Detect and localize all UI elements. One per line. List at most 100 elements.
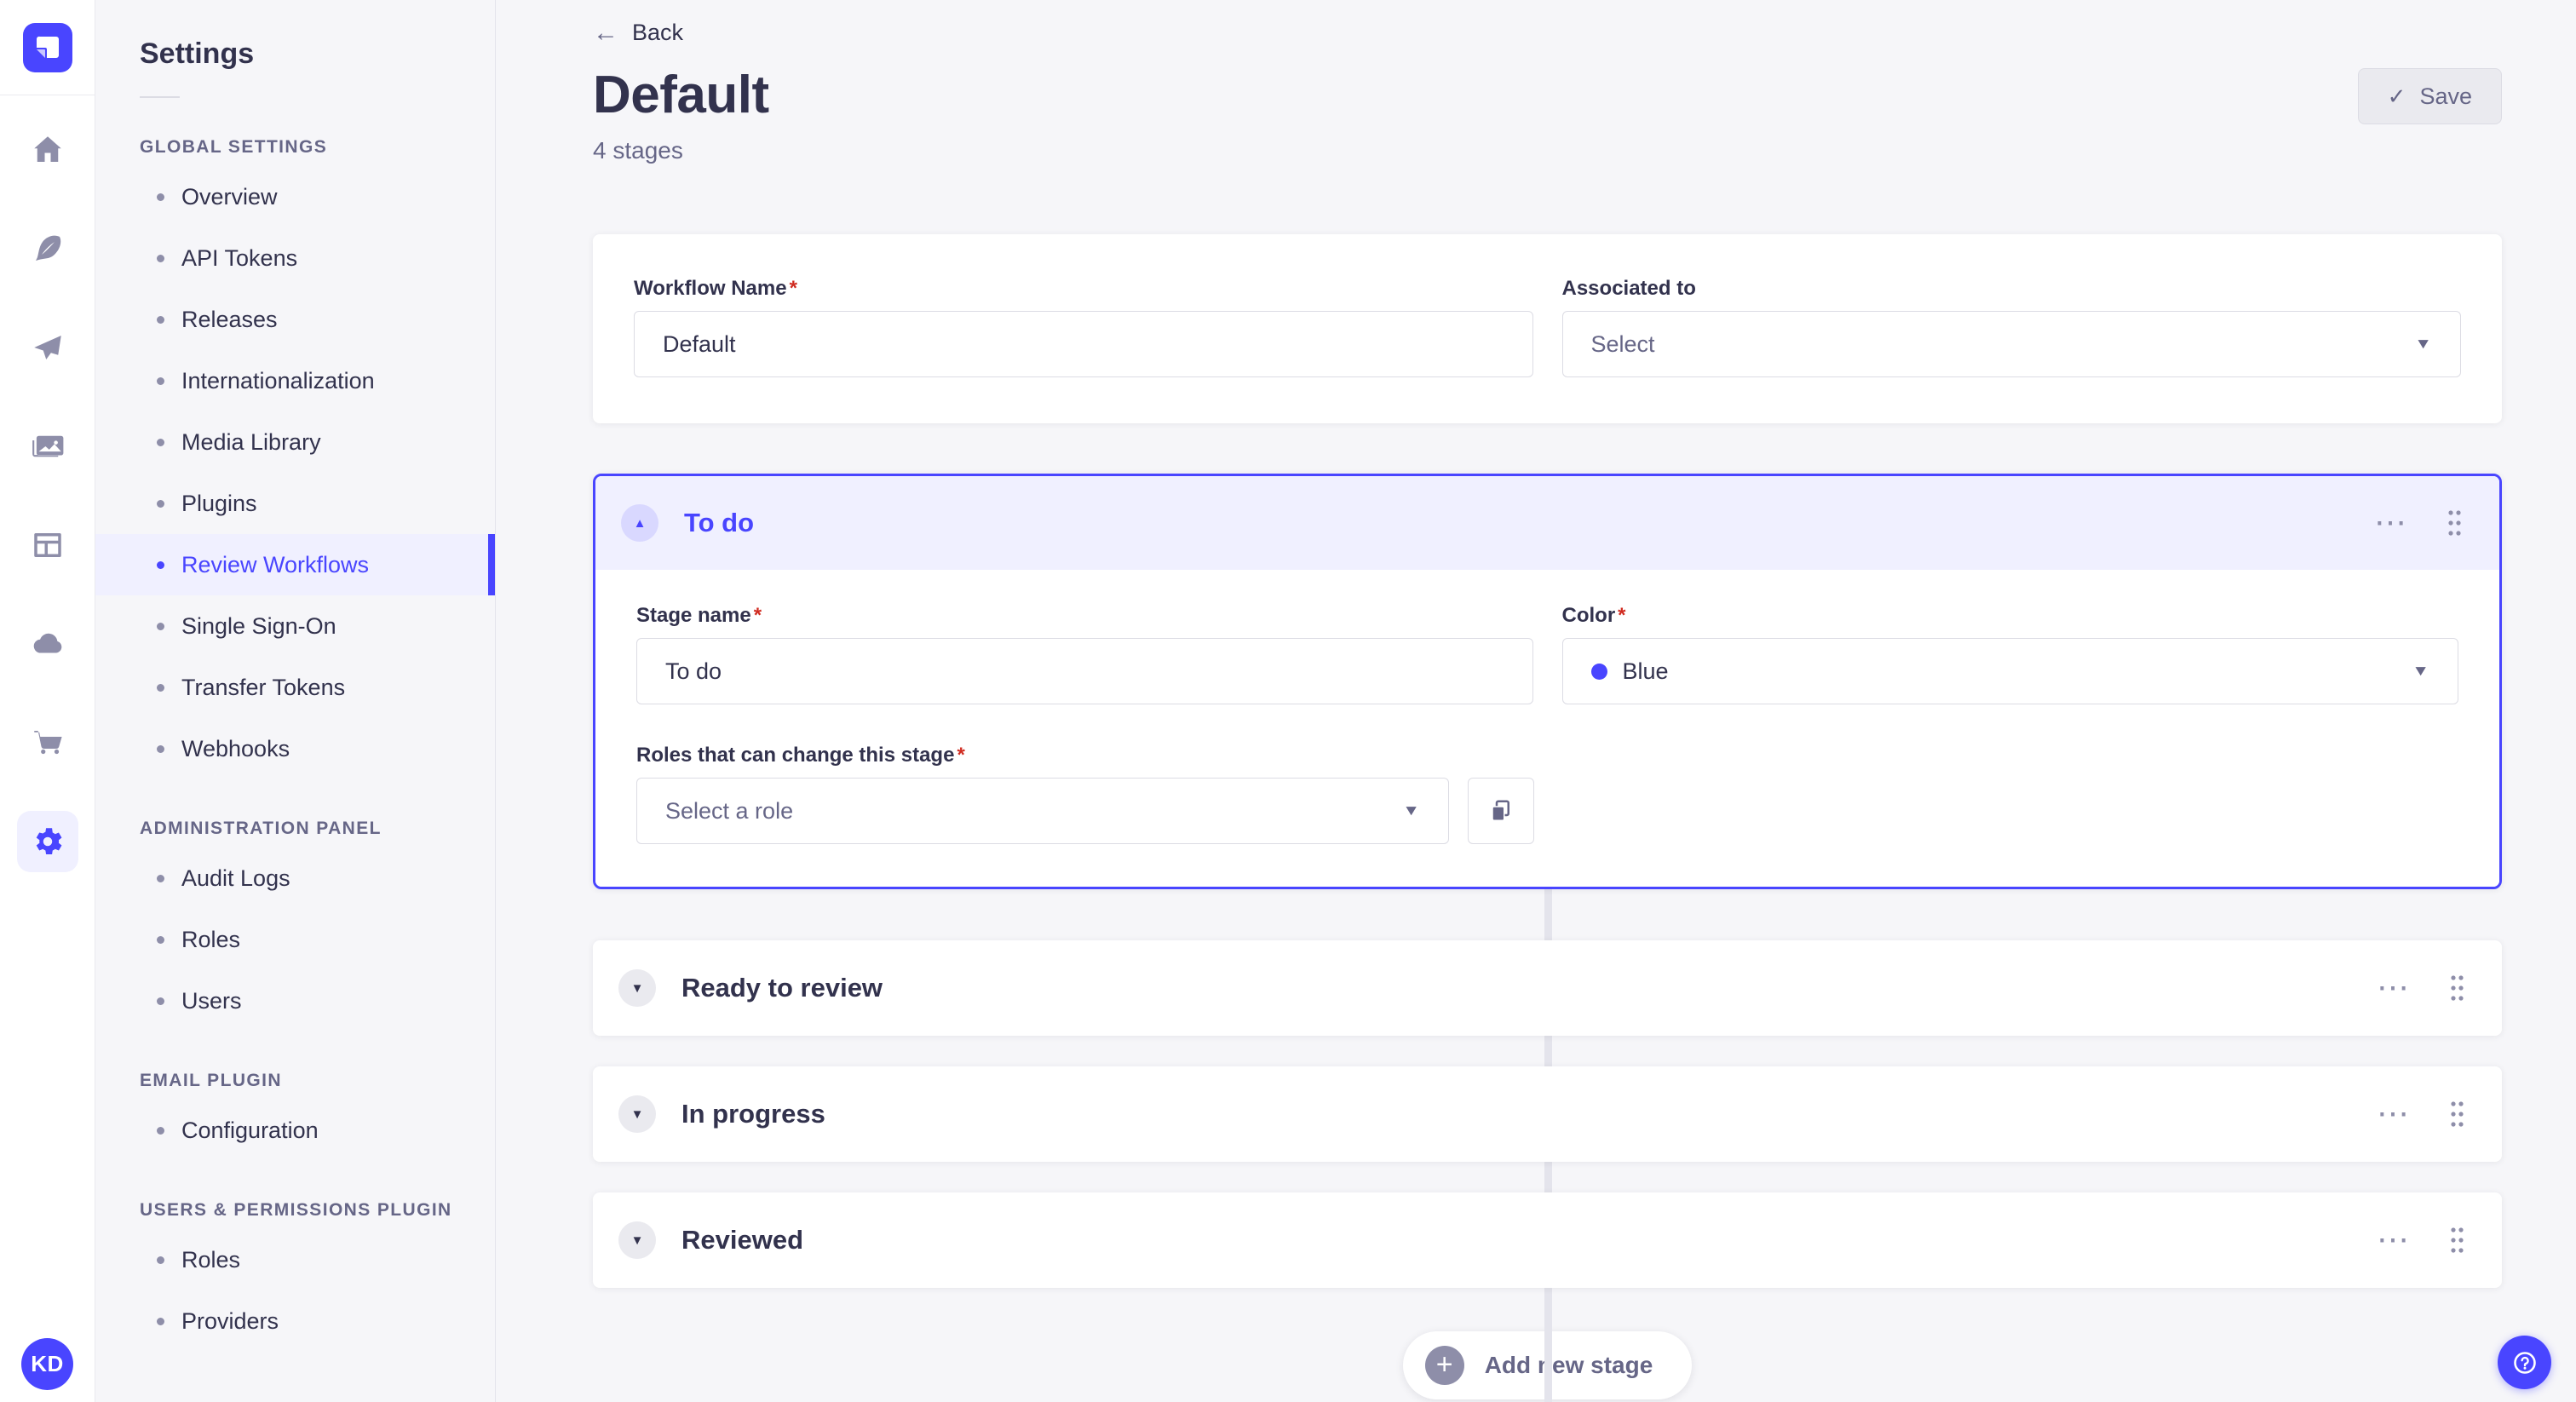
strapi-logo[interactable] [22,23,72,72]
stage-card-reviewed[interactable]: ▼ Reviewed ⋯ [593,1192,2502,1288]
associated-to-placeholder: Select [1590,330,1655,357]
sidebar-item-api-tokens[interactable]: API Tokens [95,227,495,289]
expand-stage-button[interactable]: ▼ [618,1221,656,1259]
section-label-users-permissions-plugin: USERS & PERMISSIONS PLUGIN [140,1200,452,1220]
color-swatch [1590,663,1607,680]
sidebar-item-label: Plugins [181,490,257,516]
bullet-icon [157,315,164,324]
sidebar-item-plugins[interactable]: Plugins [95,473,495,534]
back-arrow-icon: ← [593,18,618,47]
stage-count-subtitle: 4 stages [593,137,683,164]
bullet-icon [157,376,164,385]
sidebar-item-releases[interactable]: Releases [95,289,495,350]
chevron-down-icon: ▼ [2414,336,2432,353]
strapi-logo-icon [36,36,59,58]
required-asterisk: * [957,744,965,767]
drag-handle-icon[interactable] [2450,974,2464,1003]
marketplace-cart-icon[interactable] [17,712,78,773]
bullet-icon [157,1255,164,1264]
roles-field-group: Roles that can change this stage * Select… [636,744,1534,844]
workflow-meta-card: Workflow Name* Associated to Select ▼ [593,234,2502,423]
bullet-icon [157,744,164,753]
color-value: Blue [1622,658,1669,684]
cloud-icon[interactable] [17,613,78,675]
chevron-down-icon: ▼ [630,1106,644,1122]
stage-header-to-do[interactable]: ▲ To do ⋯ [595,476,2499,570]
color-field-group: Color * Blue ▼ [1561,604,2458,704]
drag-handle-icon[interactable] [2450,1226,2464,1255]
chevron-down-icon: ▼ [2412,663,2429,680]
sidebar-item-audit-logs[interactable]: Audit Logs [95,848,495,909]
sidebar-item-webhooks[interactable]: Webhooks [95,718,495,779]
sidebar-item-internationalization[interactable]: Internationalization [95,350,495,411]
bullet-icon [157,499,164,508]
sidebar-item-label: Releases [181,306,278,332]
stage-card-to-do: ▲ To do ⋯ [593,474,2502,889]
help-button[interactable] [2498,1336,2551,1389]
stage-card-ready-to-review[interactable]: ▼ Ready to review ⋯ [593,940,2502,1036]
sidebar-item-label: Single Sign-On [181,612,336,639]
bullet-icon [157,1126,164,1135]
sidebar-item-single-sign-on[interactable]: Single Sign-On [95,595,495,657]
stage-card-in-progress[interactable]: ▼ In progress ⋯ [593,1066,2502,1162]
duplicate-roles-button[interactable] [1468,778,1534,844]
back-link[interactable]: ← Back [593,20,683,46]
roles-select[interactable]: Select a role ▼ [636,778,1449,844]
stage-name-field-group: Stage name * [636,604,1533,704]
required-asterisk: * [789,277,797,300]
sidebar-item-providers[interactable]: Providers [95,1290,495,1352]
user-avatar[interactable]: KD [21,1338,73,1390]
expand-stage-button[interactable]: ▼ [618,1095,656,1133]
expand-stage-button[interactable]: ▼ [618,969,656,1007]
save-button[interactable]: ✓ Save [2357,68,2502,124]
sidebar-item-media-library[interactable]: Media Library [95,411,495,473]
sidebar-item-review-workflows[interactable]: Review Workflows [95,534,495,595]
roles-label: Roles that can change this stage * [636,744,965,767]
media-library-icon[interactable] [17,416,78,477]
stage-title: In progress [681,1099,825,1129]
sidebar-item-label: Internationalization [181,367,375,394]
drag-handle-icon[interactable] [2450,1100,2464,1129]
home-icon[interactable] [17,119,78,181]
sidebar-item-label: Roles [181,1246,241,1273]
sidebar-item-admin-roles[interactable]: Roles [95,909,495,970]
chevron-down-icon: ▼ [630,980,644,996]
stage-title: Reviewed [681,1225,804,1255]
bullet-icon [157,438,164,446]
associated-to-select[interactable]: Select ▼ [1561,311,2461,377]
rail-icon-list [16,119,78,872]
nav-rail: KD [0,0,95,1402]
sidebar-item-up-roles[interactable]: Roles [95,1229,495,1290]
section-label-global-settings: GLOBAL SETTINGS [140,137,328,157]
stage-body: Stage name* Color* [595,570,2499,887]
main-area: ← Back Default ✓ Save 4 stages Workflow … [496,0,2576,1402]
chevron-up-icon: ▲ [633,515,647,531]
bullet-icon [157,935,164,944]
sidebar-item-users[interactable]: Users [95,970,495,1031]
layout-icon[interactable] [17,514,78,576]
bullet-icon [157,997,164,1005]
workflow-name-input[interactable] [634,311,1533,377]
stage-name-input[interactable] [636,638,1533,704]
sidebar-item-configuration[interactable]: Configuration [95,1100,495,1161]
sidebar-item-label: Webhooks [181,735,290,761]
stage-title: To do [684,508,755,537]
bullet-icon [157,874,164,882]
sidebar-item-label: Media Library [181,428,321,455]
feather-icon[interactable] [17,218,78,279]
sidebar-item-label: API Tokens [181,244,298,271]
collapse-stage-button[interactable]: ▲ [621,504,658,542]
sidebar-item-overview[interactable]: Overview [95,166,495,227]
workflow-name-label: Workflow Name * [634,277,797,300]
section-label-email-plugin: EMAIL PLUGIN [140,1071,282,1090]
sidebar-item-label: Providers [181,1307,279,1334]
color-select[interactable]: Blue ▼ [1561,638,2458,704]
stage-title: Ready to review [681,973,883,1003]
settings-gear-icon[interactable] [16,811,78,872]
sidebar-item-transfer-tokens[interactable]: Transfer Tokens [95,657,495,718]
section-label-administration-panel: ADMINISTRATION PANEL [140,819,382,838]
bullet-icon [157,560,164,569]
sidebar-item-label: Users [181,987,242,1014]
drag-handle-icon[interactable] [2447,509,2462,538]
paper-plane-icon[interactable] [17,317,78,378]
